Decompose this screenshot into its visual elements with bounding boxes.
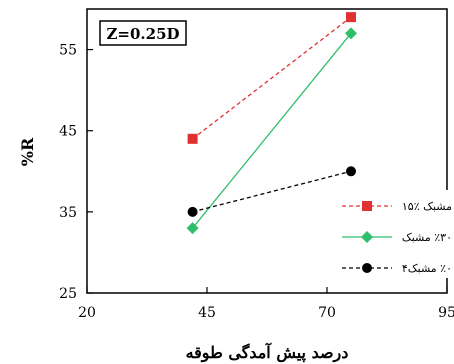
series-line: [192, 32, 352, 229]
x-tick-label: 95: [438, 305, 454, 321]
data-point-diamond: [345, 27, 357, 40]
data-point-diamond: [186, 222, 199, 235]
x-axis-title: درصد پیش آمدگی طوقه: [186, 341, 349, 363]
legend: ١۵٪ مشبک ٣٠٪ مشبک ۴٠٪ مشبک: [332, 190, 453, 278]
series-2: [186, 27, 357, 235]
data-point-square: [362, 201, 372, 211]
legend-item: ٣٠٪ مشبک: [342, 231, 452, 244]
series-layer: [186, 12, 357, 235]
x-tick-label: 70: [318, 305, 336, 321]
series-1: [187, 12, 356, 144]
x-tick-label: 45: [198, 305, 216, 321]
annotation-box: Z=0.25D: [99, 20, 187, 46]
y-tick-label: 35: [59, 205, 77, 221]
legend-item: ۴٠٪ مشبک: [342, 262, 452, 275]
data-point-square: [346, 12, 356, 23]
data-point-circle: [346, 166, 356, 177]
data-point-square: [187, 133, 198, 144]
series-line: [192, 16, 352, 140]
legend-label: ٣٠٪ مشبک: [402, 231, 452, 244]
y-axis-title: %R: [18, 137, 37, 166]
y-tick-label: 55: [59, 43, 77, 59]
legend-label: ١۵٪ مشبک: [402, 200, 452, 213]
annotation-label: Z=0.25D: [106, 25, 179, 43]
series-line: [192, 170, 352, 213]
data-point-diamond: [361, 231, 373, 243]
plot-area: [86, 8, 448, 294]
y-tick-label: 25: [59, 286, 77, 302]
series-3: [187, 166, 356, 217]
data-point-circle: [187, 206, 198, 217]
legend-label: ۴٠٪ مشبک: [402, 262, 452, 275]
legend-item: ١۵٪ مشبک: [342, 200, 452, 213]
legend-frame: [332, 190, 453, 278]
y-tick-label: 45: [59, 124, 77, 140]
x-tick-label: 20: [78, 305, 96, 321]
plot-border: [86, 8, 448, 294]
annotation-frame: [99, 20, 187, 46]
data-point-circle: [362, 263, 372, 273]
axis-ticks: 20 45 70 95 25 35 45 55: [59, 43, 454, 321]
